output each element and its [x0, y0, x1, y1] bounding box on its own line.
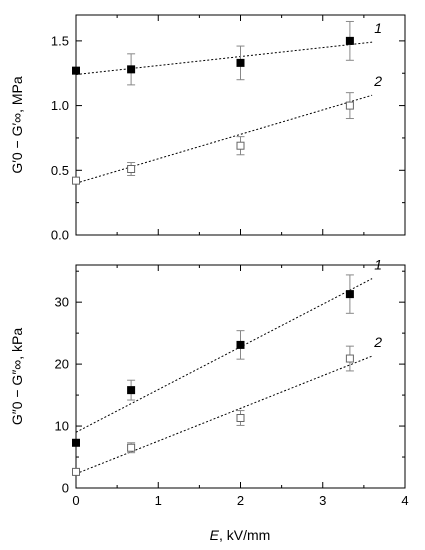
- series-1-point: [127, 386, 136, 395]
- y-tick-label: 0: [62, 481, 69, 496]
- series-2-point: [72, 467, 80, 476]
- x-axis-label: E, kV/mm: [210, 527, 271, 543]
- series-1-label: 1: [374, 20, 382, 36]
- series-1-point: [236, 340, 245, 349]
- x-tick-label: 4: [401, 493, 408, 508]
- series-1-point: [345, 36, 354, 45]
- x-tick-label: 3: [319, 493, 326, 508]
- y-axis-label: G′0 − G′∞, MPa: [9, 76, 25, 174]
- y-tick-label: 20: [55, 357, 69, 372]
- y-tick-label: 0.0: [51, 228, 69, 243]
- x-tick-label: 2: [237, 493, 244, 508]
- series-1-point: [127, 65, 136, 74]
- top-panel: 0.0 0.5 1.0 1.5 G′0 − G′∞, MPa 1 2: [9, 14, 406, 243]
- series-2-fit-line: [75, 94, 373, 184]
- series-1-point: [345, 290, 354, 299]
- series-2-point: [127, 443, 136, 452]
- y-tick-label: 30: [55, 295, 69, 310]
- y-tick-label: 1.0: [51, 98, 69, 113]
- x-axis-label-unit: , kV/mm: [219, 527, 270, 543]
- x-axis-label-variable: E: [210, 527, 220, 543]
- series-1-fit-line: [75, 41, 373, 76]
- bottom-panel: 0 1 2 3 4 0 10 20 30 G″0 − G″∞, kPa 1 2: [9, 257, 409, 508]
- series-2-fit-line: [75, 355, 373, 475]
- x-tick-label: 0: [72, 493, 79, 508]
- series-1-point: [236, 58, 245, 67]
- series-2-label: 2: [373, 73, 382, 89]
- series-1-point: [72, 66, 80, 75]
- y-tick-label: 10: [55, 419, 69, 434]
- x-tick-label: 1: [155, 493, 162, 508]
- series-2-point: [236, 414, 245, 423]
- series-1-label: 1: [374, 257, 382, 273]
- y-axis-label: G″0 − G″∞, kPa: [9, 328, 25, 426]
- series-2-point: [127, 165, 136, 173]
- series-2-label: 2: [373, 334, 382, 350]
- series-1-fit-line: [75, 278, 373, 433]
- series-2-point: [345, 354, 354, 363]
- series-1-point: [72, 438, 80, 447]
- y-tick-label: 1.5: [51, 33, 69, 48]
- y-tick-label: 0.5: [51, 163, 69, 178]
- series-2-point: [236, 141, 245, 150]
- series-2-point: [345, 101, 354, 110]
- series-2-point: [72, 176, 80, 185]
